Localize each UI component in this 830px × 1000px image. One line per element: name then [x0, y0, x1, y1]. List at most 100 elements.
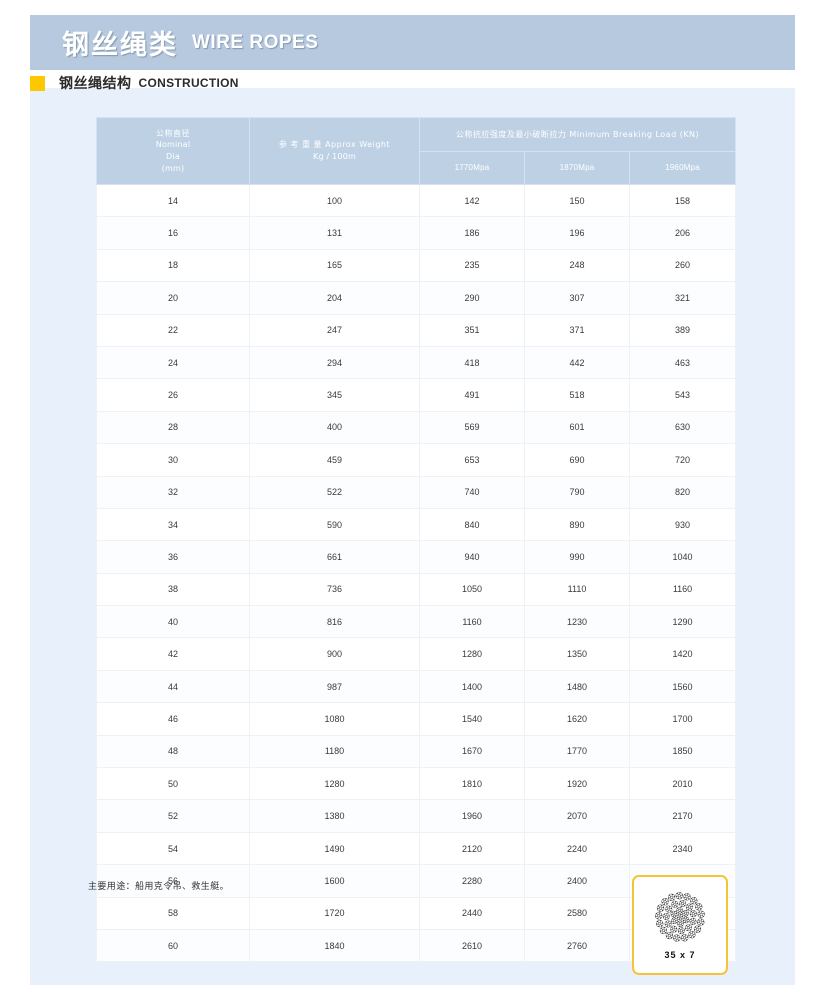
cell-dia: 28	[96, 411, 250, 445]
section-title-en: CONSTRUCTION	[138, 76, 239, 90]
cell-mbl_1770: 418	[419, 346, 525, 380]
cell-mbl_1960: 1850	[628, 735, 737, 769]
cell-weight: 345	[249, 378, 420, 412]
cell-mbl_1960: 1560	[628, 670, 737, 704]
cell-mbl_1770: 653	[419, 443, 525, 477]
cell-mbl_1870: 1620	[524, 702, 630, 736]
cell-mbl_1870: 1230	[524, 605, 630, 639]
cell-mbl_1770: 1810	[419, 767, 525, 801]
page-title-en: WIRE ROPES	[192, 31, 319, 53]
wire-rope-spec-table: 公称直径 Nominal Dia (mm) 参 考 重 量 Approx Wei…	[96, 117, 737, 963]
cell-mbl_1960: 2340	[628, 832, 737, 866]
cell-weight: 1180	[249, 735, 420, 769]
section-title: 钢丝绳结构 CONSTRUCTION	[30, 68, 795, 98]
cell-mbl_1960: 260	[628, 249, 737, 283]
cell-mbl_1960: 720	[628, 443, 737, 477]
cell-mbl_1870: 990	[524, 540, 630, 574]
cell-mbl_1960: 630	[628, 411, 737, 445]
cell-dia: 56	[96, 864, 250, 898]
cell-mbl_1960: 1700	[628, 702, 737, 736]
cell-weight: 131	[249, 216, 420, 250]
cell-mbl_1960: 820	[628, 476, 737, 509]
cell-dia: 32	[96, 476, 250, 509]
cell-mbl_1960: 158	[628, 184, 737, 218]
rope-construction-figure: 35 x 7	[632, 875, 728, 975]
table-row: 36 661 940 990 1040	[96, 540, 737, 574]
cell-mbl_1770: 1670	[419, 735, 525, 769]
cell-mbl_1960: 2170	[628, 799, 737, 833]
cell-weight: 1840	[249, 929, 420, 963]
table-row: 40 816 1160 1230 1290	[96, 605, 737, 639]
cell-dia: 38	[96, 573, 250, 607]
cell-mbl_1770: 142	[419, 184, 525, 218]
cell-dia: 58	[96, 897, 250, 930]
cell-dia: 30	[96, 443, 250, 477]
table-row: 20 204 290 307 321	[96, 281, 737, 315]
cell-mbl_1960: 543	[628, 378, 737, 412]
col-header-mbl-1960: 1960Mpa	[628, 151, 737, 185]
col-header-nominal-dia: 公称直径 Nominal Dia (mm)	[96, 117, 250, 185]
table-body: 14 100 142 150 158 16 131 186 196 206 18 165 235 248 2…	[96, 184, 737, 963]
cell-dia: 24	[96, 346, 250, 380]
cell-mbl_1960: 321	[628, 281, 737, 315]
cell-mbl_1770: 290	[419, 281, 525, 315]
cell-mbl_1870: 150	[524, 184, 630, 218]
cell-dia: 46	[96, 702, 250, 736]
cell-mbl_1770: 491	[419, 378, 525, 412]
page-title-cn: 钢丝绳类	[62, 30, 178, 61]
cell-dia: 18	[96, 249, 250, 283]
cell-mbl_1870: 307	[524, 281, 630, 315]
table-row: 52 1380 1960 2070 2170	[96, 799, 737, 833]
table-header-row-1: 公称直径 Nominal Dia (mm) 参 考 重 量 Approx Wei…	[96, 117, 737, 185]
table-row: 38 736 1050 1110 1160	[96, 573, 737, 607]
cell-weight: 590	[249, 508, 420, 542]
col-header-mbl-1870: 1870Mpa	[524, 151, 630, 185]
cell-mbl_1870: 196	[524, 216, 630, 250]
table-head: 公称直径 Nominal Dia (mm) 参 考 重 量 Approx Wei…	[96, 117, 737, 185]
cell-mbl_1870: 2070	[524, 799, 630, 833]
cell-mbl_1870: 442	[524, 346, 630, 380]
table-row: 30 459 653 690 720	[96, 443, 737, 477]
col-header-mbl-1770: 1770Mpa	[419, 151, 525, 185]
cell-mbl_1770: 1050	[419, 573, 525, 607]
table-row: 34 590 840 890 930	[96, 508, 737, 542]
cell-weight: 1280	[249, 767, 420, 801]
cell-mbl_1770: 840	[419, 508, 525, 542]
section-title-cn: 钢丝绳结构	[59, 76, 132, 92]
table-row: 48 1180 1670 1770 1850	[96, 735, 737, 769]
cell-mbl_1870: 601	[524, 411, 630, 445]
cell-weight: 459	[249, 443, 420, 477]
cell-mbl_1960: 206	[628, 216, 737, 250]
col-header-approx-weight: 参 考 重 量 Approx Weight Kg / 100m	[249, 117, 420, 185]
cell-mbl_1960: 463	[628, 346, 737, 380]
cell-dia: 60	[96, 929, 250, 963]
cell-mbl_1770: 2440	[419, 897, 525, 930]
cell-weight: 400	[249, 411, 420, 445]
cell-mbl_1770: 740	[419, 476, 525, 509]
cell-weight: 987	[249, 670, 420, 704]
cell-mbl_1870: 1770	[524, 735, 630, 769]
cell-mbl_1960: 1420	[628, 637, 737, 671]
cell-dia: 14	[96, 184, 250, 218]
cell-weight: 900	[249, 637, 420, 671]
cell-mbl_1960: 930	[628, 508, 737, 542]
usage-note: 主要用途：船用克令吊、救生艇。	[88, 882, 230, 892]
cell-mbl_1870: 1920	[524, 767, 630, 801]
cell-mbl_1770: 1280	[419, 637, 525, 671]
table-row: 28 400 569 601 630	[96, 411, 737, 445]
cell-dia: 20	[96, 281, 250, 315]
cell-mbl_1870: 1350	[524, 637, 630, 671]
cell-weight: 736	[249, 573, 420, 607]
cell-weight: 522	[249, 476, 420, 509]
cell-weight: 1080	[249, 702, 420, 736]
cell-weight: 1720	[249, 897, 420, 930]
table-row: 14 100 142 150 158	[96, 184, 737, 218]
cell-dia: 44	[96, 670, 250, 704]
cell-mbl_1770: 940	[419, 540, 525, 574]
cell-weight: 1600	[249, 864, 420, 898]
table-row: 54 1490 2120 2240 2340	[96, 832, 737, 866]
cell-mbl_1770: 1540	[419, 702, 525, 736]
cell-mbl_1770: 351	[419, 314, 525, 347]
table-header-row-2: 1770Mpa 1870Mpa 1960Mpa	[97, 151, 737, 185]
